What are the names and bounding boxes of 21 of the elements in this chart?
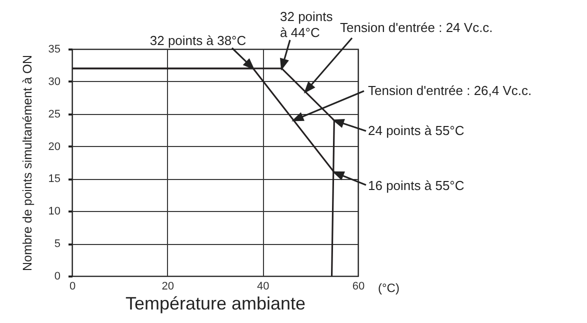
annotation: 32 points à 38°C bbox=[150, 33, 246, 48]
x-tick-label: 60 bbox=[352, 280, 365, 292]
x-axis-title: Température ambiante bbox=[125, 294, 306, 314]
y-axis-title: Nombre de points simultanément à ON bbox=[20, 54, 34, 272]
annotation: 24 points à 55°C bbox=[368, 123, 464, 138]
y-tick-label: 0 bbox=[54, 270, 60, 282]
y-tick-label: 20 bbox=[48, 140, 60, 153]
text: Tension d'entrée : 24 Vc.c. bbox=[340, 20, 493, 35]
annotation: 16 points à 55°C bbox=[368, 178, 464, 193]
y-tick-label: 30 bbox=[48, 76, 60, 88]
x-tick-label: 20 bbox=[162, 280, 174, 292]
y-tick-label: 10 bbox=[48, 206, 60, 218]
y-tick-label: 35 bbox=[48, 44, 60, 56]
text: (°C) bbox=[378, 281, 400, 295]
annotation: 32 points à 44°C bbox=[280, 9, 334, 40]
y-tick-label: 15 bbox=[48, 173, 60, 186]
x-tick-label: 40 bbox=[257, 280, 270, 292]
text: Tension d'entrée : 26,4 Vc.c. bbox=[368, 83, 532, 98]
y-tick-label: 25 bbox=[48, 108, 60, 120]
y-tick-label: 5 bbox=[54, 238, 60, 250]
x-tick-label: 0 bbox=[69, 280, 76, 292]
